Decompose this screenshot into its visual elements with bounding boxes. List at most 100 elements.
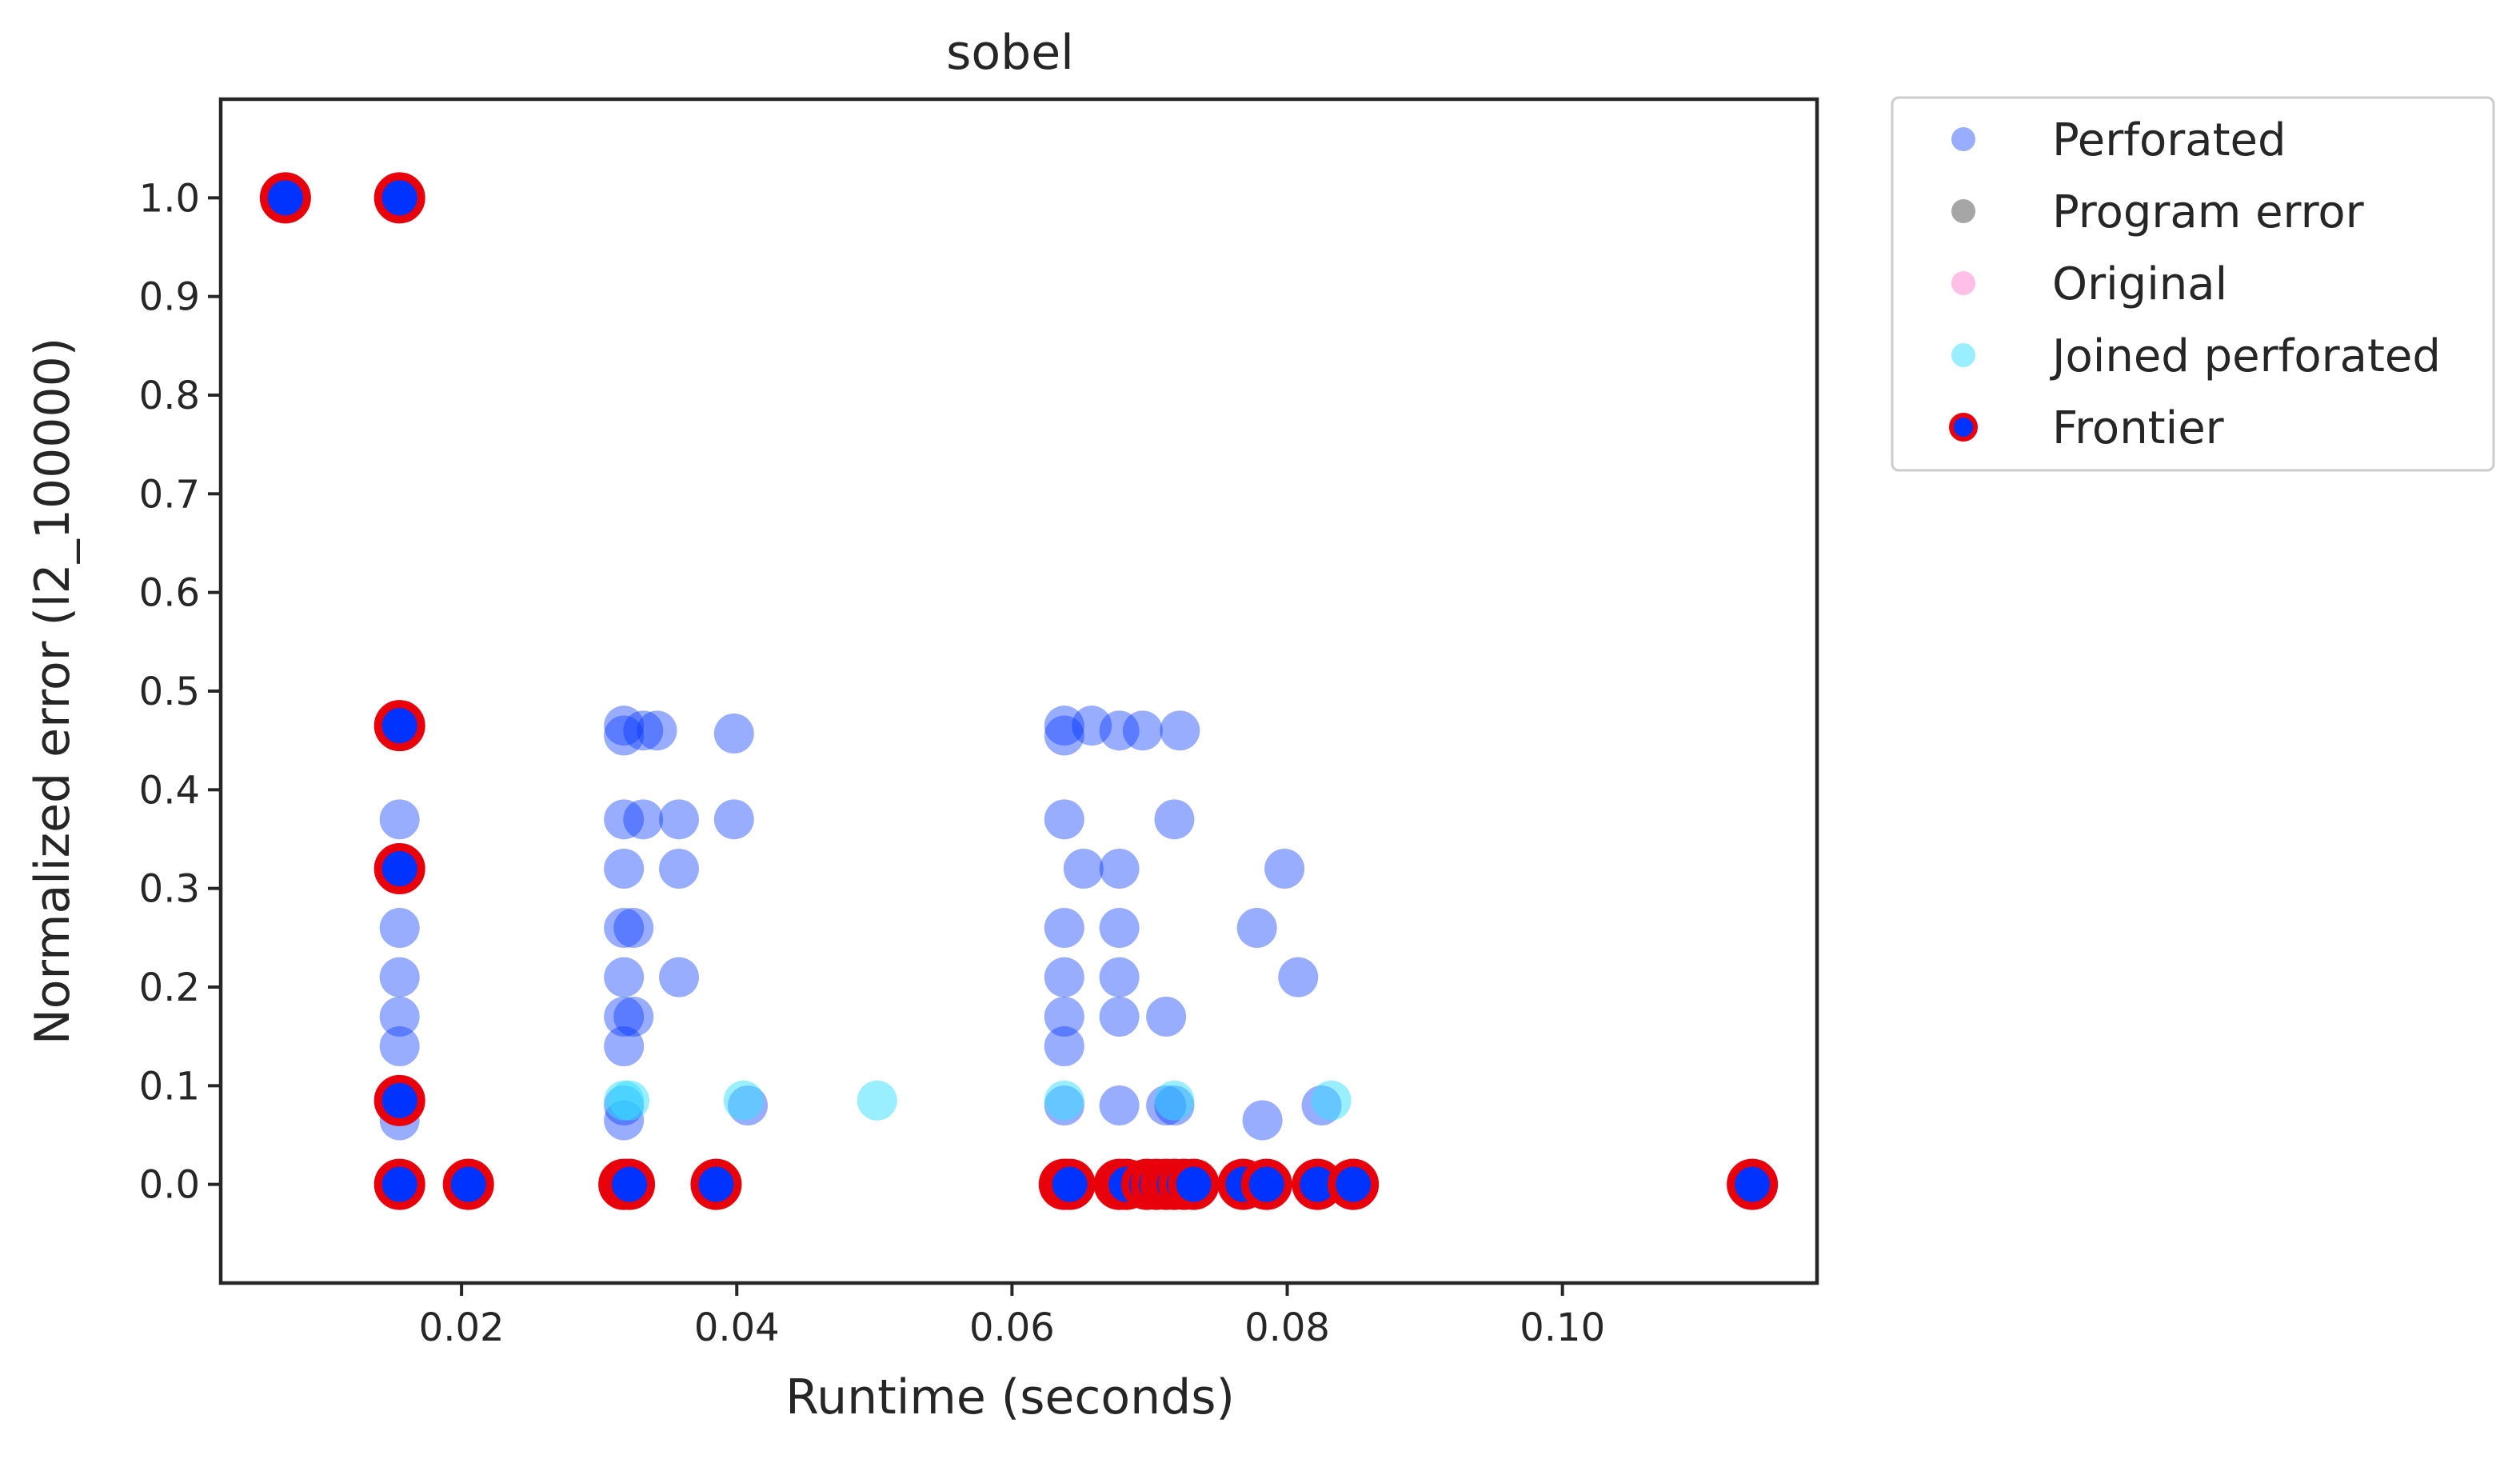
legend-marker-frontier: [1949, 413, 1978, 442]
frontier-point: [1044, 1158, 1096, 1210]
perforated-point: [379, 908, 420, 948]
perforated-point: [713, 799, 754, 840]
perforated-point: [1154, 799, 1195, 840]
perforated-point: [1236, 908, 1277, 948]
perforated-point: [1044, 908, 1084, 948]
perforated-point: [637, 710, 677, 751]
y-tick-label: 0.2: [139, 965, 200, 1010]
perforated-point: [623, 710, 664, 751]
frontier-point: [1168, 1158, 1220, 1210]
legend: Perforated Program error Original Joined pe…: [1891, 96, 2495, 472]
perforated-point: [604, 715, 645, 756]
perforated-point: [613, 997, 654, 1037]
perforated-point: [379, 1026, 420, 1066]
legend-marker-perforated: [1951, 127, 1975, 151]
frontier-point: [1240, 1158, 1292, 1210]
perforated-point: [1099, 710, 1140, 751]
x-axis-ticks: 0.02 0.04 0.06 0.08 0.10: [419, 1283, 1605, 1350]
frontier-point: [442, 1158, 494, 1210]
y-tick-label: 0.8: [139, 374, 200, 418]
joined-perforated-point: [1154, 1080, 1195, 1121]
perforated-point: [658, 957, 699, 997]
perforated-point: [658, 849, 699, 889]
y-tick-label: 0.6: [139, 571, 200, 616]
perforated-point: [604, 997, 645, 1037]
chart-title: sobel: [946, 25, 1074, 81]
perforated-point: [1242, 1100, 1283, 1141]
perforated-point: [1072, 706, 1112, 746]
perforated-point: [1264, 849, 1305, 889]
perforated-point: [379, 799, 420, 840]
x-tick-label: 0.04: [694, 1305, 780, 1350]
perforated-point: [658, 799, 699, 840]
perforated-point: [1122, 710, 1163, 751]
joined-perforated-point: [857, 1080, 897, 1121]
perforated-point: [604, 799, 645, 840]
perforated-point: [379, 997, 420, 1037]
y-tick-label: 0.7: [139, 472, 200, 517]
x-tick-label: 0.06: [969, 1305, 1055, 1350]
perforated-point: [1099, 997, 1140, 1037]
frontier-point: [1727, 1158, 1779, 1210]
y-tick-label: 0.1: [139, 1064, 200, 1109]
frontier-point: [690, 1158, 742, 1210]
perforated-point: [1099, 957, 1140, 997]
x-tick-label: 0.08: [1244, 1305, 1330, 1350]
perforated-point: [1160, 710, 1200, 751]
x-tick-label: 0.10: [1520, 1305, 1605, 1350]
y-tick-label: 0.3: [139, 867, 200, 912]
perforated-point: [604, 706, 645, 746]
perforated-point: [623, 799, 664, 840]
perforated-point: [1099, 849, 1140, 889]
joined-perforated-point: [1044, 1080, 1084, 1121]
perforated-point: [1099, 908, 1140, 948]
y-tick-label: 0.0: [139, 1163, 200, 1208]
perforated-point: [604, 1026, 645, 1066]
perforated-point: [1044, 715, 1084, 756]
perforated-point: [1063, 849, 1104, 889]
y-tick-label: 0.9: [139, 275, 200, 320]
joined-perforated-point: [1311, 1080, 1352, 1121]
legend-label-original: Original: [2052, 258, 2227, 310]
legend-label-frontier: Frontier: [2052, 402, 2225, 454]
legend-marker-joined-perforated: [1951, 343, 1975, 367]
x-tick-label: 0.02: [419, 1305, 505, 1350]
legend-label-perforated: Perforated: [2052, 114, 2286, 166]
perforated-point: [1146, 997, 1187, 1037]
legend-marker-program-error: [1951, 199, 1975, 223]
x-axis-label: Runtime (seconds): [785, 1369, 1235, 1425]
frontier-point: [604, 1158, 656, 1210]
perforated-point: [604, 849, 645, 889]
perforated-point: [1278, 957, 1319, 997]
joined-perforated-point: [609, 1080, 650, 1121]
frontier-point: [373, 172, 425, 224]
perforated-point: [1044, 799, 1084, 840]
joined-perforated-point: [723, 1080, 764, 1121]
y-tick-label: 1.0: [139, 176, 200, 221]
frontier-point: [1328, 1158, 1380, 1210]
perforated-point: [1044, 957, 1084, 997]
perforated-point: [1044, 706, 1084, 746]
perforated-point: [1044, 997, 1084, 1037]
y-axis-ticks: 0.0 0.1 0.2 0.3 0.4 0.5 0.6 0.7 0.8 0.9 1.0: [139, 176, 221, 1208]
perforated-point: [1044, 1026, 1084, 1066]
legend-label-program-error: Program error: [2052, 186, 2365, 238]
frontier-point: [259, 172, 311, 224]
plot-background: [221, 99, 1817, 1283]
perforated-point: [613, 908, 654, 948]
perforated-point: [713, 714, 754, 754]
frontier-point: [373, 1074, 425, 1126]
perforated-point: [604, 957, 645, 997]
perforated-point: [379, 957, 420, 997]
frontier-point: [373, 843, 425, 894]
legend-label-joined-perforated: Joined perforated: [2050, 330, 2441, 382]
y-tick-label: 0.5: [139, 670, 200, 714]
perforated-point: [604, 908, 645, 948]
plot-area: [218, 97, 1819, 1285]
y-tick-label: 0.4: [139, 768, 200, 813]
y-axis-label: Normalized error (l2_100000): [25, 338, 81, 1045]
legend-frame: [1891, 96, 2495, 472]
perforated-point: [1099, 1085, 1140, 1125]
frontier-point: [373, 1158, 425, 1210]
